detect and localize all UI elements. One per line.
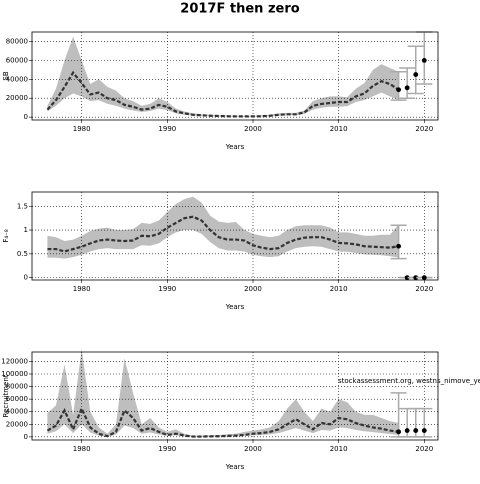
x-tick-label: 2020	[415, 125, 433, 133]
x-tick-label: 1980	[73, 285, 91, 293]
x-tick-label: 1980	[73, 445, 91, 453]
y-tick-label: 80000	[6, 37, 28, 45]
y-tick-label: 40000	[6, 75, 28, 83]
error-bar	[407, 45, 424, 95]
y-tick-label: 0.5	[17, 250, 28, 258]
x-tick-label: 1990	[158, 285, 176, 293]
x-tick-label: 2000	[244, 285, 262, 293]
y-tick-label: 120000	[1, 357, 28, 365]
projection-point	[404, 428, 410, 433]
x-tick-label: 2010	[330, 125, 348, 133]
projection-point	[396, 243, 401, 249]
confidence-band	[47, 36, 399, 117]
error-bar	[399, 67, 416, 99]
projection-point	[396, 429, 401, 435]
x-tick-label: 1990	[158, 125, 176, 133]
y-tick-label: 60000	[6, 395, 28, 403]
chart-title: 2017F then zero	[180, 2, 299, 17]
projection-point	[421, 57, 427, 63]
median-line	[46, 405, 399, 438]
y-tick-label: 0	[24, 274, 28, 282]
projection-point	[413, 72, 419, 77]
y-tick-label: 40000	[6, 408, 28, 416]
projection-point	[404, 275, 410, 281]
x-tick-label: 2000	[244, 125, 262, 133]
plot-frame	[31, 351, 439, 441]
y-tick-label: 20000	[6, 420, 28, 428]
x-tick-label: 2010	[330, 285, 348, 293]
x-tick-label: 1980	[73, 125, 91, 133]
confidence-band	[47, 196, 399, 259]
y-axis-label: SB	[2, 71, 10, 80]
projection-point	[413, 428, 419, 433]
y-tick-label: 20000	[6, 94, 28, 102]
error-bar	[390, 70, 407, 101]
x-tick-label: 2020	[415, 445, 433, 453]
projection-point	[421, 428, 427, 433]
error-bar	[390, 224, 407, 260]
projection-point	[421, 275, 427, 281]
x-tick-label: 2010	[330, 445, 348, 453]
median-line	[47, 215, 399, 253]
x-tick-label: 1990	[158, 445, 176, 453]
x-axis-label: Years	[225, 143, 245, 151]
plot-frame	[31, 191, 439, 281]
x-axis-label: Years	[225, 463, 245, 471]
x-tick-label: 2000	[244, 445, 262, 453]
projection-point	[404, 85, 410, 91]
confidence-band	[47, 348, 399, 437]
annotation: stockassessment.org, westns_nimove_years…	[338, 377, 480, 385]
y-tick-label: 60000	[6, 56, 28, 64]
projection-point	[396, 87, 401, 93]
x-tick-label: 2020	[415, 285, 433, 293]
y-tick-label: 80000	[6, 383, 28, 391]
y-axis-label: F₄₋₈	[2, 229, 10, 243]
y-axis-label: Recruitment	[2, 374, 10, 417]
median-line	[46, 70, 400, 118]
x-axis-label: Years	[225, 303, 245, 311]
y-tick-label: 0	[24, 433, 28, 441]
plot-frame	[31, 31, 439, 121]
y-tick-label: 1	[24, 226, 28, 234]
y-tick-label: 1.5	[17, 202, 28, 210]
y-tick-label: 0	[24, 113, 28, 121]
projection-point	[413, 275, 419, 281]
y-tick-label: 100000	[1, 370, 28, 378]
